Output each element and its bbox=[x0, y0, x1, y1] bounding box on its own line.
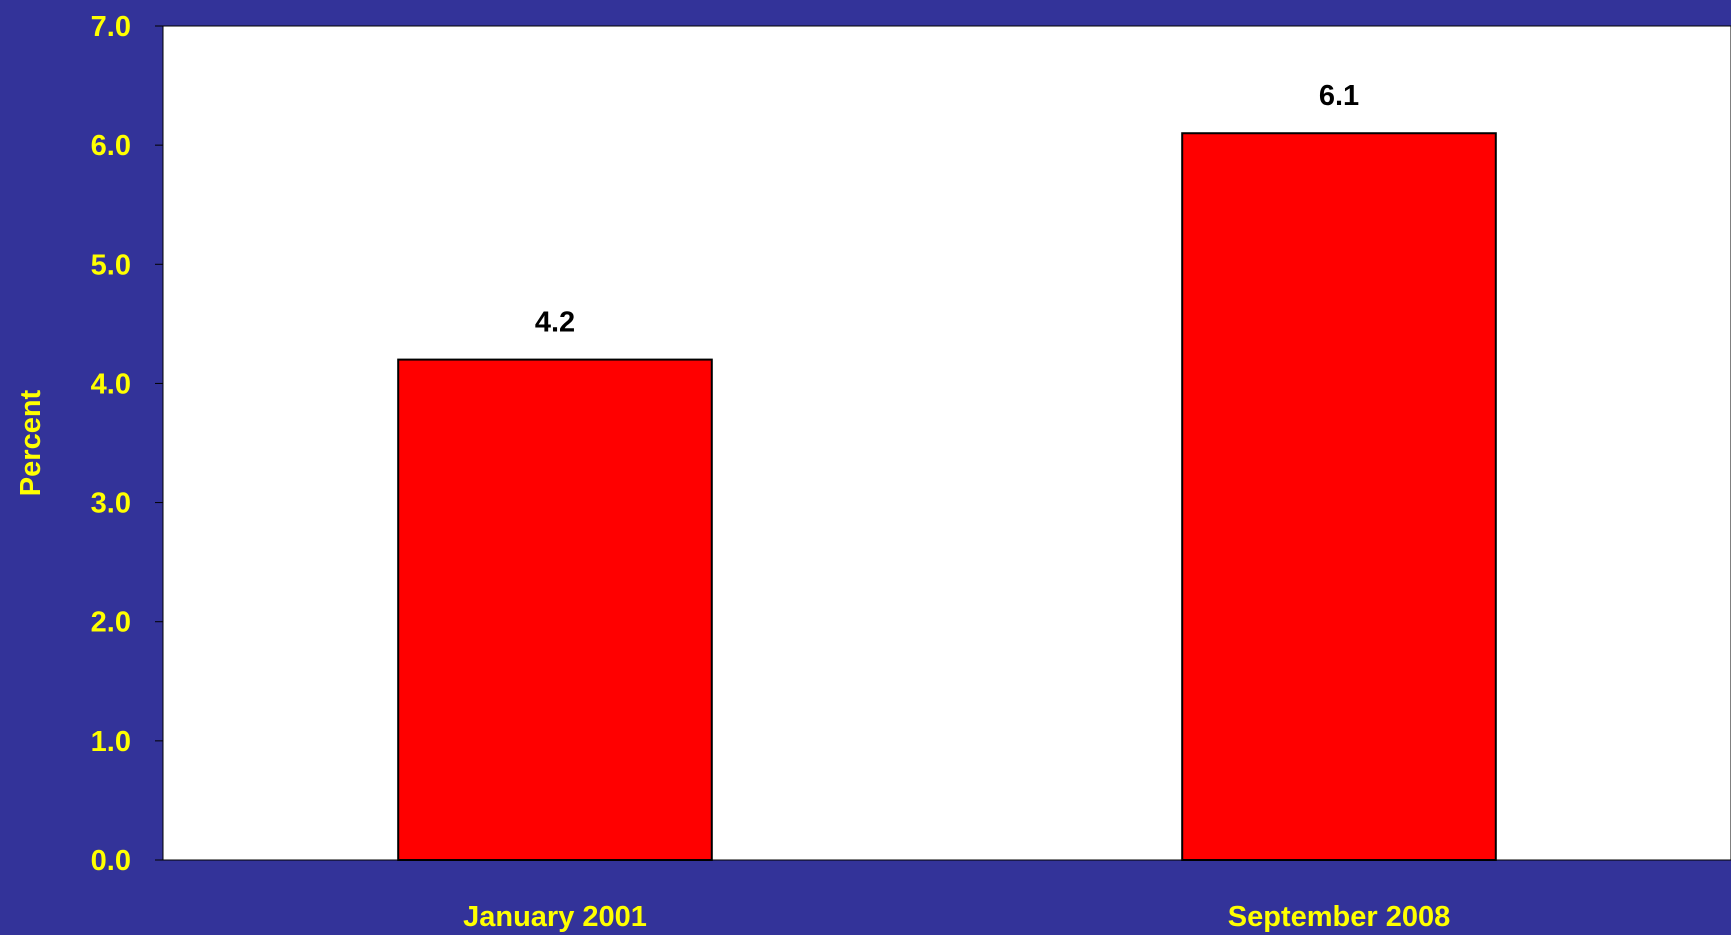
y-tick-label: 0.0 bbox=[91, 845, 131, 877]
bar bbox=[397, 358, 713, 861]
y-axis: 0.0 1.0 2.0 3.0 4.0 5.0 6.0 7.0 bbox=[91, 11, 163, 877]
y-tick-label: 3.0 bbox=[91, 488, 131, 520]
y-tick-label: 6.0 bbox=[91, 130, 131, 162]
bar bbox=[1181, 132, 1497, 861]
bar-value-label: 6.1 bbox=[1319, 80, 1359, 112]
y-axis-title: Percent bbox=[15, 389, 47, 496]
y-tick-label: 1.0 bbox=[91, 726, 131, 758]
y-tick-label: 4.0 bbox=[91, 368, 131, 400]
x-category-label: January 2001 bbox=[463, 901, 647, 933]
data-labels: 4.2 6.1 bbox=[535, 80, 1359, 338]
bars bbox=[397, 132, 1497, 861]
bar-value-label: 4.2 bbox=[535, 307, 575, 339]
y-tick-label: 7.0 bbox=[91, 11, 131, 43]
y-tick-label: 5.0 bbox=[91, 249, 131, 281]
y-tick-label: 2.0 bbox=[91, 607, 131, 639]
x-axis: January 2001 September 2008 bbox=[463, 901, 1450, 933]
x-category-label: September 2008 bbox=[1228, 901, 1450, 933]
